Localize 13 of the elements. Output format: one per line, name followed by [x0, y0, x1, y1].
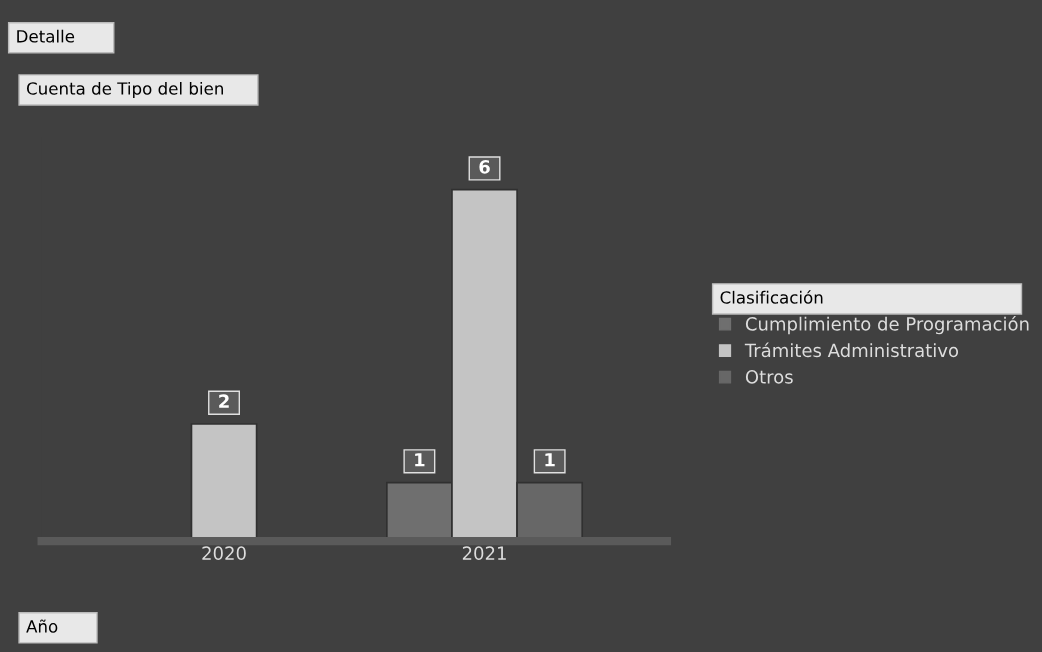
x-axis-title: Año: [26, 619, 58, 633]
x-tick-label: 2021: [462, 546, 506, 560]
legend-title: Clasificación: [720, 290, 823, 304]
data-label: 1: [415, 453, 425, 467]
data-label: 1: [545, 453, 555, 467]
legend-label: Otros: [745, 370, 793, 384]
chart-title: Detalle: [17, 29, 75, 43]
legend-label: Cumplimiento de Programación: [745, 316, 1029, 335]
text: Cuenta de Tipo del bien: [26, 81, 223, 99]
data-label: 6: [479, 160, 490, 174]
data-label: 2: [219, 394, 229, 408]
x-tick-label: 2020: [202, 546, 246, 560]
legend-label: Trámites Administrativo: [744, 342, 959, 358]
